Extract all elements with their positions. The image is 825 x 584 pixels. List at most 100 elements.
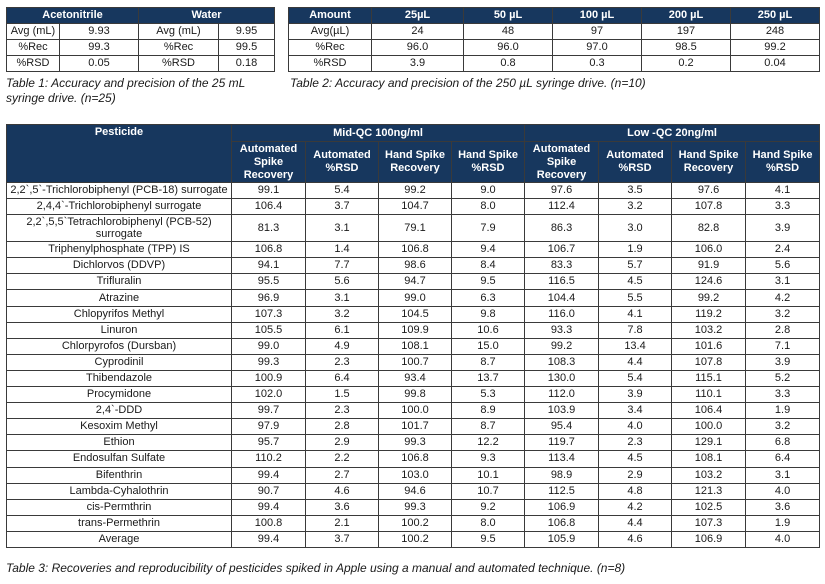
table-cell: 82.8 — [671, 214, 747, 243]
table-cell: 94.6 — [378, 482, 452, 500]
table-cell: 3.3 — [745, 386, 821, 404]
table-cell: 4.1 — [598, 305, 673, 323]
pesticide-recovery-table: Pesticide Mid-QC 100ng/ml Low -QC 20ng/m… — [6, 124, 821, 548]
pesticide-name: Procymidone — [6, 386, 232, 404]
table-cell: 99.2 — [730, 39, 820, 56]
table-cell: 3.2 — [598, 198, 673, 216]
table-cell: 106.8 — [378, 241, 452, 259]
water-header: Water — [138, 7, 276, 24]
table-cell: 106.7 — [524, 241, 600, 259]
table-row: Procymidone 102.0 1.5 99.8 5.3 112.0 3.9 110.1 3… — [6, 386, 821, 404]
table-cell: 94.1 — [231, 257, 306, 275]
column-header: 200 µL — [641, 7, 731, 24]
table3-caption: Table 3: Recoveries and reproducibility … — [6, 561, 626, 575]
table-cell: 99.4 — [231, 498, 306, 516]
table-cell: 3.2 — [305, 305, 379, 323]
table-cell: 106.4 — [231, 198, 306, 216]
table-cell: 109.9 — [378, 321, 452, 339]
table-cell: 112.0 — [524, 386, 600, 404]
table-cell: 3.1 — [745, 273, 821, 291]
table-cell: 100.0 — [378, 402, 452, 420]
table-cell: 12.2 — [450, 434, 526, 452]
table-cell: 2.8 — [745, 321, 821, 339]
table-cell: 9.0 — [450, 181, 526, 200]
table-row: Thibendazole 100.9 6.4 93.4 13.7 130.0 5.4 115.… — [6, 369, 821, 388]
table-cell: 95.7 — [231, 434, 306, 452]
pesticide-name: Chlopyrifos Methyl — [6, 305, 232, 323]
table-row: Lambda-Cyhalothrin 90.7 4.6 94.6 10.7 112.5 4.… — [6, 482, 821, 500]
table-cell: 99.3 — [58, 39, 140, 56]
table-cell: 2.9 — [305, 434, 379, 452]
table-cell: 97.6 — [524, 181, 600, 200]
table-cell: 9.2 — [450, 498, 526, 516]
table-cell: 99.2 — [671, 289, 747, 307]
table-row: Bifenthrin 99.4 2.7 103.0 10.1 98.9 2.9 103.2 3.… — [6, 466, 821, 484]
table-cell: 97.6 — [671, 181, 747, 200]
table-cell: 106.8 — [378, 450, 452, 468]
table-row: Endosulfan Sulfate 110.2 2.2 106.8 9.3 113.4 4… — [6, 450, 821, 468]
table-cell: 112.4 — [524, 198, 600, 216]
table-cell: 8.0 — [450, 514, 526, 532]
pesticide-name: Bifenthrin — [6, 466, 232, 484]
pesticide-header: Pesticide — [6, 124, 232, 183]
table-cell: 108.1 — [671, 450, 747, 468]
table-cell: 100.8 — [231, 514, 306, 532]
pesticide-name: cis-Permthrin — [6, 498, 232, 516]
pesticide-name: Kesoxim Methyl — [6, 418, 232, 436]
table-cell: 8.4 — [450, 257, 526, 275]
table-cell: 81.3 — [231, 214, 306, 243]
table-cell: 2.9 — [598, 466, 673, 484]
table-cell: 4.5 — [598, 273, 673, 291]
table-cell: 3.4 — [598, 402, 673, 420]
table-cell: 5.4 — [598, 369, 673, 388]
table-row: 2,4`-DDD 99.7 2.3 100.0 8.9 103.9 3.4 106.4 1.9 — [6, 402, 821, 420]
table-cell: Avg(µL) — [288, 23, 372, 40]
table-cell: %RSD — [138, 55, 220, 72]
table-cell: %RSD — [6, 55, 60, 72]
table-cell: 96.9 — [231, 289, 306, 307]
table-cell: %RSD — [288, 55, 372, 72]
table-cell: 90.7 — [231, 482, 306, 500]
column-header: Hand Spike Recovery — [378, 141, 452, 183]
table-row: Avg (mL) 9.93 Avg (mL) 9.95 — [6, 23, 276, 40]
table-cell: 5.6 — [305, 273, 379, 291]
table-cell: 9.93 — [58, 23, 140, 40]
table-cell: 5.3 — [450, 386, 526, 404]
table-row: Trifluralin 95.5 5.6 94.7 9.5 116.5 4.5 124.6 3.… — [6, 273, 821, 291]
column-header: 100 µL — [552, 7, 642, 24]
table-cell: 6.3 — [450, 289, 526, 307]
table-cell: 101.7 — [378, 418, 452, 436]
table-cell: 107.8 — [671, 353, 747, 371]
table-cell: 6.8 — [745, 434, 821, 452]
table-cell: 3.1 — [305, 289, 379, 307]
table-cell: 5.4 — [305, 181, 379, 200]
table-cell: 3.1 — [305, 214, 379, 243]
table-cell: 103.2 — [671, 321, 747, 339]
table-cell: 99.0 — [378, 289, 452, 307]
table-cell: 99.3 — [231, 353, 306, 371]
pesticide-name: Thibendazole — [6, 369, 232, 388]
table-row: 2,2`,5`-Trichlorobiphenyl (PCB-18) surro… — [6, 181, 821, 200]
table-cell: 7.9 — [450, 214, 526, 243]
column-header: Hand Spike %RSD — [745, 141, 821, 183]
table-cell: 99.8 — [378, 386, 452, 404]
table-row: Atrazine 96.9 3.1 99.0 6.3 104.4 5.5 99.2 4.2 — [6, 289, 821, 307]
table-cell: 104.4 — [524, 289, 600, 307]
table-cell: 106.8 — [231, 241, 306, 259]
table-cell: 0.8 — [463, 55, 553, 72]
table-cell: 96.0 — [371, 39, 464, 56]
table-cell: 93.3 — [524, 321, 600, 339]
table-row: Chlorpyrofos (Dursban) 99.0 4.9 108.1 15.0 99… — [6, 337, 821, 355]
table-cell: 105.5 — [231, 321, 306, 339]
table-row: 2,2`,5,5`Tetrachlorobiphenyl (PCB-52) su… — [6, 214, 821, 243]
pesticide-name: trans-Permethrin — [6, 514, 232, 532]
column-header: 50 µL — [463, 7, 553, 24]
table-cell: 106.4 — [671, 402, 747, 420]
table-cell: 100.7 — [378, 353, 452, 371]
table-cell: 3.9 — [745, 214, 821, 243]
table-cell: 9.4 — [450, 241, 526, 259]
table-cell: 107.8 — [671, 198, 747, 216]
pesticide-name: Atrazine — [6, 289, 232, 307]
syringe-25ml-table: Acetonitrile Water Avg (mL) 9.93 Avg (mL) 9… — [5, 7, 276, 72]
table-cell: 2.3 — [305, 353, 379, 371]
